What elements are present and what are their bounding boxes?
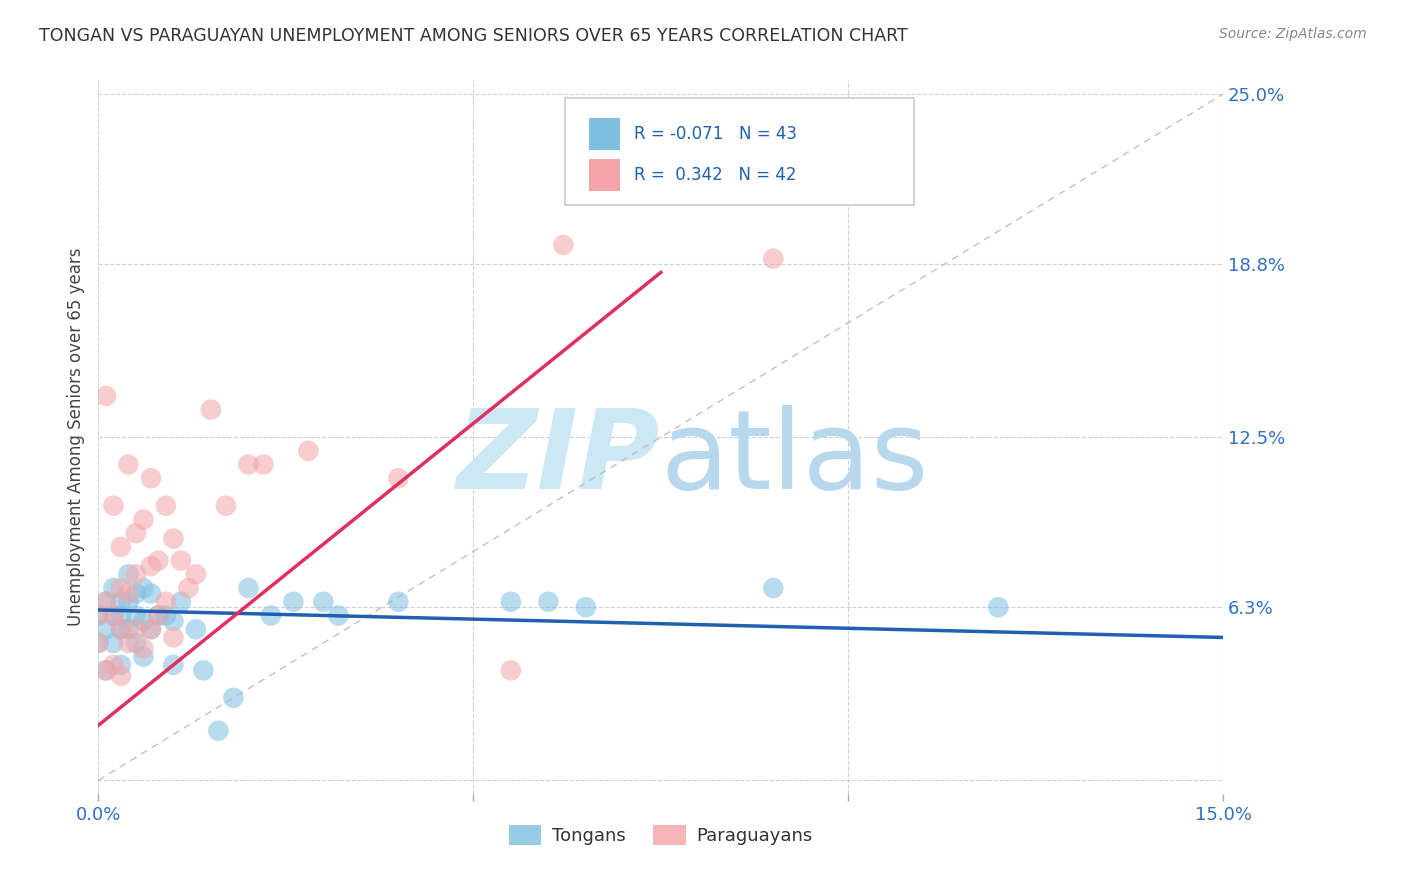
Text: TONGAN VS PARAGUAYAN UNEMPLOYMENT AMONG SENIORS OVER 65 YEARS CORRELATION CHART: TONGAN VS PARAGUAYAN UNEMPLOYMENT AMONG …	[39, 27, 908, 45]
Point	[177, 581, 200, 595]
Point	[193, 664, 215, 678]
Text: atlas: atlas	[661, 405, 929, 512]
Point	[117, 622, 139, 636]
Point	[94, 389, 117, 403]
Point	[103, 608, 125, 623]
Point	[132, 512, 155, 526]
Point	[139, 559, 162, 574]
Point	[762, 252, 785, 266]
Point	[103, 499, 125, 513]
Point	[162, 532, 184, 546]
Point	[125, 622, 148, 636]
Point	[110, 669, 132, 683]
Text: ZIP: ZIP	[457, 405, 661, 512]
Point	[155, 499, 177, 513]
Point	[553, 238, 575, 252]
Point	[148, 608, 170, 623]
Point	[87, 608, 110, 623]
Point	[222, 690, 245, 705]
Point	[94, 595, 117, 609]
Point	[148, 608, 170, 623]
Point	[184, 622, 207, 636]
Point	[125, 567, 148, 582]
Point	[125, 586, 148, 600]
Point	[387, 595, 409, 609]
Point	[297, 443, 319, 458]
Point	[283, 595, 305, 609]
Point	[170, 595, 193, 609]
Point	[215, 499, 238, 513]
Point	[238, 581, 260, 595]
Point	[132, 581, 155, 595]
Point	[87, 636, 110, 650]
Point	[125, 636, 148, 650]
Point	[110, 622, 132, 636]
FancyBboxPatch shape	[589, 159, 620, 191]
Point	[139, 586, 162, 600]
Point	[94, 664, 117, 678]
Y-axis label: Unemployment Among Seniors over 65 years: Unemployment Among Seniors over 65 years	[66, 248, 84, 626]
Point	[110, 657, 132, 672]
Point	[987, 600, 1010, 615]
Point	[132, 614, 155, 628]
Point	[117, 567, 139, 582]
Point	[94, 595, 117, 609]
Point	[139, 622, 162, 636]
Legend: Tongans, Paraguayans: Tongans, Paraguayans	[502, 817, 820, 853]
Point	[238, 458, 260, 472]
Point	[110, 595, 132, 609]
Point	[387, 471, 409, 485]
Point	[117, 636, 139, 650]
Point	[87, 608, 110, 623]
FancyBboxPatch shape	[565, 98, 914, 205]
Point	[762, 581, 785, 595]
Point	[162, 614, 184, 628]
Point	[132, 649, 155, 664]
Point	[155, 608, 177, 623]
Point	[184, 567, 207, 582]
Point	[125, 526, 148, 541]
Point	[117, 586, 139, 600]
Point	[125, 608, 148, 623]
Point	[117, 595, 139, 609]
Point	[117, 458, 139, 472]
Point	[103, 636, 125, 650]
Point	[499, 664, 522, 678]
Point	[110, 608, 132, 623]
Point	[170, 553, 193, 567]
Text: Source: ZipAtlas.com: Source: ZipAtlas.com	[1219, 27, 1367, 41]
Point	[110, 622, 132, 636]
Point	[260, 608, 283, 623]
Point	[207, 723, 229, 738]
Point	[110, 581, 132, 595]
Point	[312, 595, 335, 609]
FancyBboxPatch shape	[589, 118, 620, 150]
Point	[103, 657, 125, 672]
Point	[155, 595, 177, 609]
Point	[103, 581, 125, 595]
Point	[200, 402, 222, 417]
Point	[139, 622, 162, 636]
Point	[162, 631, 184, 645]
Point	[94, 622, 117, 636]
Point	[94, 664, 117, 678]
Text: R =  0.342   N = 42: R = 0.342 N = 42	[634, 166, 796, 184]
Point	[252, 458, 274, 472]
Point	[837, 142, 859, 156]
Point	[328, 608, 350, 623]
Point	[148, 553, 170, 567]
Point	[110, 540, 132, 554]
Point	[139, 471, 162, 485]
Point	[575, 600, 598, 615]
Text: R = -0.071   N = 43: R = -0.071 N = 43	[634, 125, 797, 143]
Point	[87, 636, 110, 650]
Point	[103, 608, 125, 623]
Point	[499, 595, 522, 609]
Point	[162, 657, 184, 672]
Point	[132, 641, 155, 656]
Point	[537, 595, 560, 609]
